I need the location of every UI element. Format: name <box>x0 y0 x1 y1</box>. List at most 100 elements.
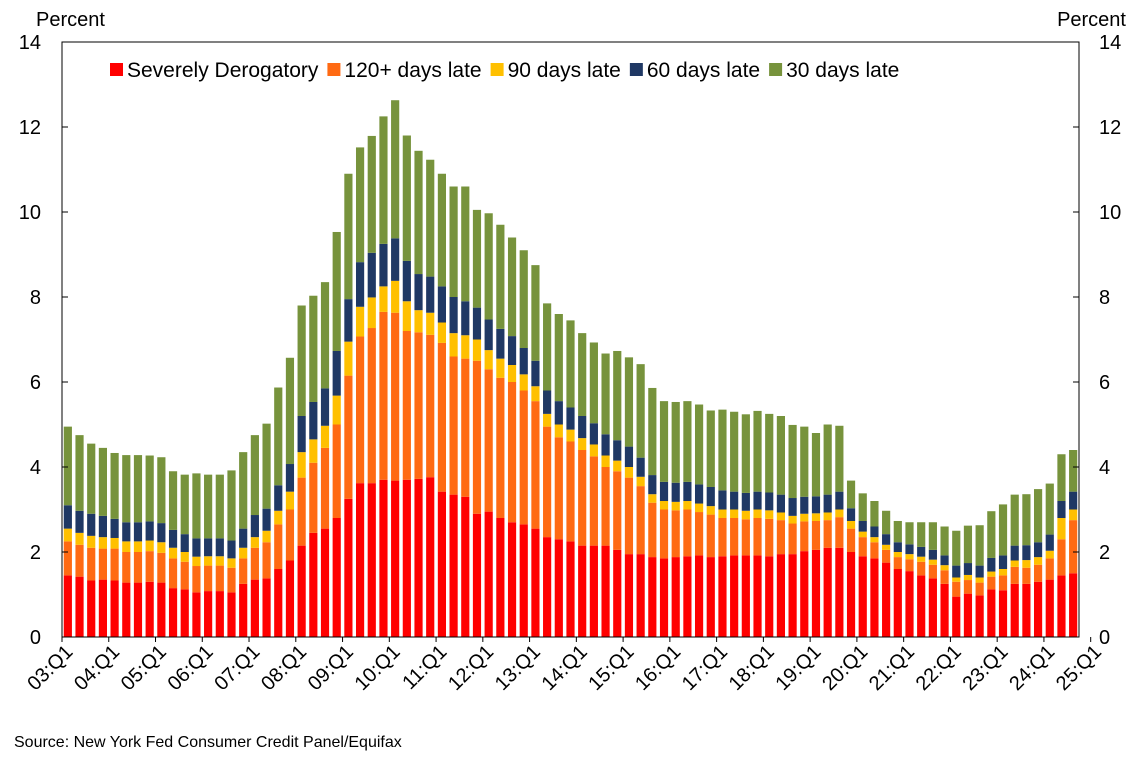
bar-segment-120-days-late <box>648 502 657 558</box>
bar-segment-30-days-late <box>928 522 937 550</box>
bar-segment-120-days-late <box>694 512 704 556</box>
bar-segment-severely-derogatory <box>589 545 598 638</box>
bar-segment-120-days-late <box>776 520 785 555</box>
bar-segment-90-days-late <box>882 544 891 550</box>
bar-segment-severely-derogatory <box>437 491 446 637</box>
bar-segment-60-days-late <box>519 348 528 375</box>
bar-segment-90-days-late <box>636 476 645 487</box>
y-tick-label-left: 0 <box>30 627 41 649</box>
bar-segment-120-days-late <box>601 467 610 546</box>
y-tick-label-left: 8 <box>30 287 41 309</box>
bar-segment-90-days-late <box>776 512 785 521</box>
bar-segment-60-days-late <box>788 498 797 516</box>
bar-segment-60-days-late <box>437 286 446 323</box>
bar-segment-severely-derogatory <box>63 575 72 638</box>
bar-segment-90-days-late <box>239 547 248 559</box>
bar-segment-120-days-late <box>928 564 937 579</box>
x-tick-label: 24:Q1 <box>1005 641 1059 695</box>
bar-segment-90-days-late <box>683 501 692 510</box>
bar-segment-severely-derogatory <box>893 569 902 637</box>
bar-segment-120-days-late <box>180 561 189 590</box>
bar-segment-120-days-late <box>133 552 143 583</box>
bar-segment-120-days-late <box>800 521 809 552</box>
bar-segment-severely-derogatory <box>718 556 727 637</box>
bar-segment-30-days-late <box>262 423 271 509</box>
bar-segment-90-days-late <box>753 509 762 518</box>
bar-segment-30-days-late <box>332 231 341 351</box>
bar-segment-120-days-late <box>578 450 587 546</box>
bar-segment-severely-derogatory <box>730 555 739 637</box>
bar-segment-30-days-late <box>706 410 715 487</box>
bar-segment-90-days-late <box>905 554 914 560</box>
bar-segment-60-days-late <box>706 486 715 507</box>
bar-segment-60-days-late <box>531 360 540 387</box>
y-tick-label-right: 14 <box>1099 32 1121 54</box>
y-axis-title-left: Percent <box>36 9 105 31</box>
bar-segment-90-days-late <box>391 280 400 313</box>
bar-segment-120-days-late <box>320 447 330 529</box>
bar-segment-60-days-late <box>1069 491 1078 510</box>
bar-segment-30-days-late <box>239 452 248 529</box>
bar-segment-severely-derogatory <box>928 578 937 637</box>
bar-segment-120-days-late <box>168 558 178 589</box>
bar-segment-severely-derogatory <box>963 593 973 637</box>
bar-segment-120-days-late <box>823 520 832 548</box>
bar-segment-30-days-late <box>753 410 762 492</box>
bar-segment-60-days-late <box>110 518 119 538</box>
bar-segment-90-days-late <box>741 510 750 520</box>
bar-segment-30-days-late <box>168 471 178 530</box>
x-tick-label: 19:Q1 <box>771 641 825 695</box>
bar-segment-90-days-late <box>765 510 774 519</box>
bar-segment-30-days-late <box>858 493 867 521</box>
bar-segment-60-days-late <box>157 523 166 543</box>
bar-segment-60-days-late <box>1045 534 1054 551</box>
bar-segment-120-days-late <box>227 567 236 593</box>
bar-segment-30-days-late <box>110 452 119 519</box>
bar-segment-60-days-late <box>543 390 552 414</box>
bar-segment-severely-derogatory <box>461 496 470 637</box>
bar-segment-120-days-late <box>531 401 540 529</box>
bar-segment-90-days-late <box>1057 518 1066 540</box>
x-tick-label: 25:Q1 <box>1052 641 1106 695</box>
bar-segment-90-days-late <box>963 574 973 581</box>
bar-segment-60-days-late <box>940 555 949 566</box>
legend-label: 30 days late <box>786 59 899 82</box>
legend-label: 90 days late <box>508 59 621 82</box>
bar-segment-90-days-late <box>846 520 856 529</box>
bar-segment-120-days-late <box>998 575 1008 591</box>
bar-segment-severely-derogatory <box>472 513 482 637</box>
bar-segment-120-days-late <box>250 547 259 580</box>
bar-segment-30-days-late <box>215 474 224 539</box>
bar-segment-90-days-late <box>1033 557 1043 565</box>
x-tick-label: 07:Q1 <box>210 641 264 695</box>
bar-segment-90-days-late <box>355 306 365 337</box>
bar-segment-120-days-late <box>98 548 107 580</box>
bar-segment-60-days-late <box>75 510 84 533</box>
bar-segment-30-days-late <box>87 443 96 514</box>
bar-segment-120-days-late <box>905 559 914 572</box>
bar-segment-120-days-late <box>461 358 470 497</box>
bar-segment-severely-derogatory <box>449 494 458 638</box>
bar-segment-120-days-late <box>484 369 493 512</box>
bar-segment-90-days-late <box>75 532 84 545</box>
bar-segment-severely-derogatory <box>75 576 84 637</box>
bar-segment-severely-derogatory <box>367 483 376 637</box>
bar-segment-severely-derogatory <box>250 579 259 638</box>
bar-segment-90-days-late <box>601 455 610 467</box>
bar-segment-90-days-late <box>461 335 470 359</box>
bar-segment-30-days-late <box>133 455 143 523</box>
bar-segment-90-days-late <box>192 556 201 567</box>
bar-segment-120-days-late <box>332 424 341 518</box>
bar-segment-30-days-late <box>204 474 213 539</box>
bar-segment-90-days-late <box>730 509 739 518</box>
bar-segment-30-days-late <box>472 209 482 308</box>
bar-segment-30-days-late <box>730 411 739 492</box>
bar-segment-120-days-late <box>765 518 774 557</box>
bar-segment-60-days-late <box>1057 501 1066 518</box>
bar-segment-30-days-late <box>180 474 189 535</box>
bar-segment-90-days-late <box>706 506 715 515</box>
bar-segment-90-days-late <box>215 556 224 566</box>
legend-swatch <box>629 63 643 76</box>
bar-segment-30-days-late <box>402 135 411 261</box>
